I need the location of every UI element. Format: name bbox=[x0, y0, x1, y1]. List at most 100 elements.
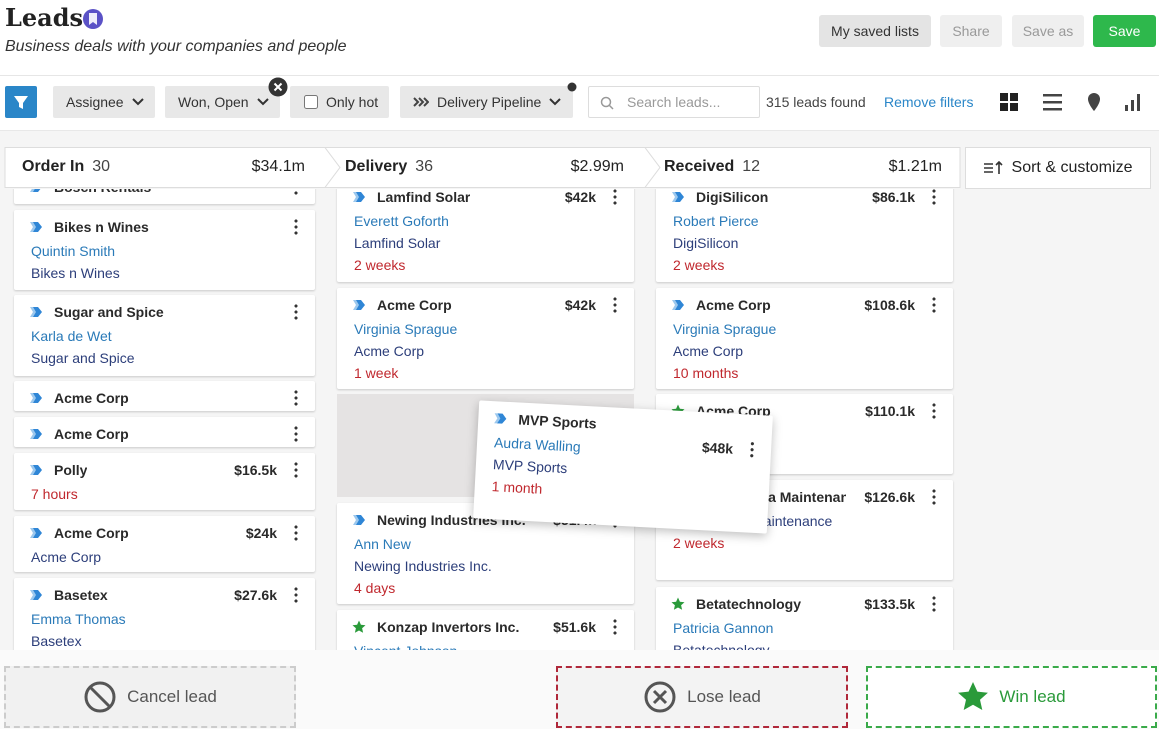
saved-lists-button[interactable]: My saved lists bbox=[819, 15, 931, 47]
lead-card[interactable]: Acme Corp bbox=[14, 417, 315, 447]
card-contact[interactable]: Vincent Johnson bbox=[354, 642, 457, 650]
card-org[interactable]: Acme Corp bbox=[31, 549, 102, 565]
card-menu[interactable] bbox=[293, 462, 299, 478]
card-org[interactable]: Lamfind Solar bbox=[354, 235, 441, 251]
map-view[interactable] bbox=[1088, 93, 1100, 111]
card-org[interactable]: Acme Corp bbox=[673, 343, 744, 359]
card-menu[interactable] bbox=[293, 587, 299, 603]
bar bbox=[1043, 94, 1062, 97]
dragged-card[interactable]: MVP Sports $48k Audra Walling MVP Sports 1 m… bbox=[473, 400, 773, 534]
list-view[interactable] bbox=[1043, 94, 1062, 111]
card-org[interactable]: MVP Sports bbox=[492, 456, 568, 477]
bookmark-icon[interactable] bbox=[82, 8, 104, 30]
assignee-filter[interactable]: Assignee bbox=[53, 86, 155, 118]
lead-card[interactable]: Acme Corp $42k Virginia Sprague Acme Corp 1 … bbox=[337, 288, 634, 389]
dot bbox=[750, 442, 754, 446]
card-org[interactable]: Betatechnology bbox=[673, 642, 770, 650]
checkbox[interactable] bbox=[304, 95, 318, 109]
lead-card[interactable]: Basetex $27.6k Emma Thomas Basetex bbox=[14, 578, 315, 650]
filter-toggle[interactable] bbox=[5, 86, 37, 118]
card-contact[interactable]: Emma Thomas bbox=[31, 611, 126, 627]
sq bbox=[1010, 93, 1018, 101]
card-menu[interactable] bbox=[612, 619, 618, 635]
chevron-icon bbox=[672, 300, 684, 310]
sort-button[interactable]: Sort & customize bbox=[965, 147, 1151, 189]
card-menu[interactable] bbox=[749, 442, 756, 458]
column-name: Received bbox=[664, 158, 735, 175]
card-menu[interactable] bbox=[293, 304, 299, 320]
remove-filters-link[interactable]: Remove filters bbox=[884, 94, 974, 110]
lead-card[interactable]: Lamfind Solar $42k Everett Goforth Lamfind … bbox=[337, 189, 634, 282]
card-age: 2 weeks bbox=[673, 535, 725, 551]
column-total: $2.99m bbox=[570, 158, 624, 175]
card-menu[interactable] bbox=[931, 297, 937, 313]
dot bbox=[294, 316, 298, 320]
bar bbox=[1137, 94, 1140, 111]
card-menu[interactable] bbox=[293, 390, 299, 406]
chart-view[interactable] bbox=[1125, 94, 1140, 111]
share-button[interactable]: Share bbox=[940, 15, 1002, 47]
card-company: Acme Corp bbox=[696, 297, 771, 313]
win-zone[interactable]: Win lead bbox=[866, 666, 1157, 728]
lead-card[interactable]: Polly $16.5k 7 hours bbox=[14, 453, 315, 510]
chevron-icon bbox=[30, 393, 42, 403]
card-contact[interactable]: Virginia Sprague bbox=[673, 321, 777, 337]
search-box[interactable]: Search leads... bbox=[588, 86, 760, 118]
card-menu[interactable] bbox=[293, 219, 299, 235]
card-org[interactable]: DigiSilicon bbox=[673, 235, 739, 251]
chevron bbox=[33, 465, 42, 475]
lead-card[interactable]: Buena Vista Maintenan...$126.6kBuena Vis… bbox=[656, 480, 953, 580]
card-org[interactable]: Bikes n Wines bbox=[31, 265, 120, 281]
cancel-zone[interactable]: Cancel lead bbox=[4, 666, 296, 728]
dot bbox=[613, 297, 617, 301]
lead-card[interactable]: Betatechnology $133.5k Patricia Gannon Beta… bbox=[656, 587, 953, 650]
card-contact[interactable]: Audra Walling bbox=[493, 434, 582, 455]
save-as-button[interactable]: Save as bbox=[1012, 15, 1084, 47]
lose-zone[interactable]: Lose lead bbox=[556, 666, 848, 728]
card-menu[interactable] bbox=[931, 189, 937, 205]
lead-card[interactable]: DigiSilicon $86.1k Robert Pierce DigiSilico… bbox=[656, 189, 953, 282]
dot bbox=[932, 596, 936, 600]
pipeline-filter[interactable]: Delivery Pipeline bbox=[400, 86, 573, 118]
board-view[interactable] bbox=[1000, 93, 1018, 111]
card-org[interactable]: Newing Industries Inc. bbox=[354, 558, 492, 574]
status-filter[interactable]: Won, Open bbox=[165, 86, 280, 118]
pipeline-dot bbox=[567, 82, 577, 92]
card-contact[interactable]: Patricia Gannon bbox=[673, 620, 774, 636]
lead-card[interactable]: Acme Corp $108.6k Virginia Sprague Acme Cor… bbox=[656, 288, 953, 389]
save-button[interactable]: Save bbox=[1093, 15, 1156, 47]
dot bbox=[932, 501, 936, 505]
card-org[interactable]: Basetex bbox=[31, 633, 82, 649]
lead-card[interactable]: Acme Corp bbox=[14, 381, 315, 411]
card-menu[interactable] bbox=[931, 489, 937, 505]
card-contact[interactable]: Quintin Smith bbox=[31, 243, 116, 259]
lead-card[interactable]: Konzap Invertors Inc. $51.6k Vincent Johns… bbox=[337, 610, 634, 650]
column-title: Order In 30 bbox=[22, 158, 110, 176]
card-menu[interactable] bbox=[293, 189, 299, 195]
lead-card[interactable]: Bikes n Wines Quintin Smith Bikes n Wines bbox=[14, 210, 315, 290]
lead-card[interactable]: Sugar and Spice Karla de Wet Sugar and Spi… bbox=[14, 295, 315, 376]
card-contact[interactable]: Robert Pierce bbox=[673, 213, 759, 229]
win-icon bbox=[958, 682, 989, 710]
card-contact[interactable]: Karla de Wet bbox=[31, 328, 112, 344]
card-amount: $126.6k bbox=[864, 489, 915, 505]
lead-card[interactable]: Bosch Rentals bbox=[14, 189, 315, 204]
page-subtitle: Business deals with your companies and p… bbox=[5, 38, 347, 55]
card-contact[interactable]: Everett Goforth bbox=[354, 213, 449, 229]
clear-status[interactable] bbox=[268, 77, 288, 97]
card-contact[interactable]: Virginia Sprague bbox=[354, 321, 458, 337]
card-menu[interactable] bbox=[293, 525, 299, 541]
only-hot-filter[interactable]: Only hot bbox=[290, 86, 389, 118]
card-age: 7 hours bbox=[31, 486, 78, 502]
card-menu[interactable] bbox=[293, 426, 299, 442]
dot bbox=[294, 531, 298, 535]
card-menu[interactable] bbox=[612, 297, 618, 313]
card-org[interactable]: Acme Corp bbox=[354, 343, 425, 359]
card-menu[interactable] bbox=[612, 189, 618, 205]
card-amount: $86.1k bbox=[872, 189, 915, 205]
card-menu[interactable] bbox=[931, 403, 937, 419]
card-menu[interactable] bbox=[931, 596, 937, 612]
lead-card[interactable]: Acme Corp $24k Acme Corp bbox=[14, 516, 315, 572]
card-contact[interactable]: Ann New bbox=[354, 536, 411, 552]
card-org[interactable]: Sugar and Spice bbox=[31, 350, 135, 366]
